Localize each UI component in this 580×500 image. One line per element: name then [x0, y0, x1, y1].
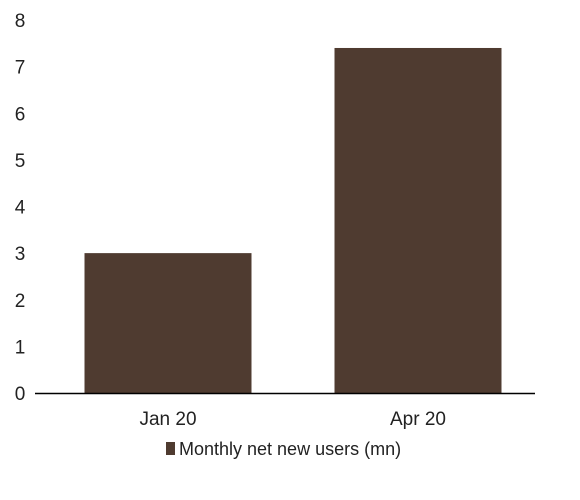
y-tick-label: 0	[15, 384, 26, 405]
legend: Monthly net new users (mn)	[166, 439, 401, 459]
y-tick-label: 6	[15, 104, 26, 125]
y-axis: 0 1 2 3 4 5 6 7 8	[15, 11, 26, 405]
x-axis: Jan 20 Apr 20	[139, 409, 446, 430]
y-tick-label: 7	[15, 58, 26, 79]
bar-series	[84, 47, 502, 393]
legend-swatch	[166, 442, 175, 455]
y-tick-label: 1	[15, 337, 26, 358]
y-tick-label: 5	[15, 151, 26, 172]
y-tick-label: 4	[15, 198, 26, 219]
x-tick-label: Apr 20	[390, 409, 446, 430]
legend-label: Monthly net new users (mn)	[179, 439, 401, 459]
bar	[334, 47, 502, 393]
x-tick-label: Jan 20	[139, 409, 196, 430]
y-tick-label: 2	[15, 291, 26, 312]
y-tick-label: 3	[15, 244, 26, 265]
bar	[84, 253, 252, 393]
y-tick-label: 8	[15, 11, 26, 32]
